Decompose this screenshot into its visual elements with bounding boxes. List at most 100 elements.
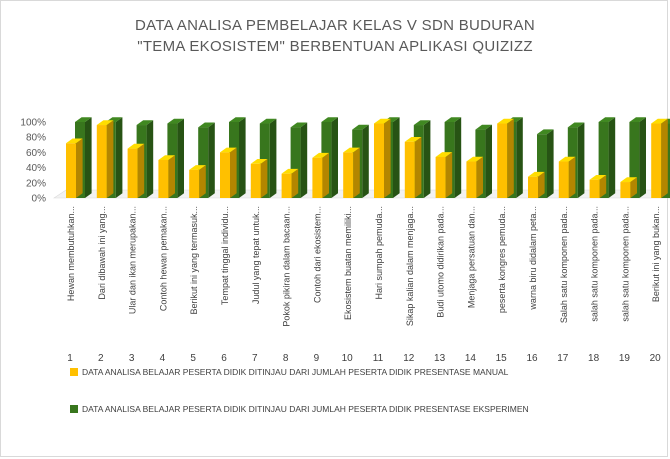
bar-eksperimen-top: [537, 129, 554, 135]
bar-manual: [558, 161, 569, 198]
bar-manual: [651, 123, 662, 198]
legend-swatch-manual: [70, 368, 78, 376]
bar-eksperimen: [290, 127, 301, 198]
x-category-label: Contoh dari ekosistem...: [312, 206, 322, 303]
y-tick-label: 40%: [26, 163, 46, 174]
bar-eksperimen-top: [167, 118, 184, 124]
bar-manual: [96, 125, 107, 198]
x-category-label: Budi utomo didirikan pada...: [436, 206, 446, 318]
bar-manual-side: [137, 143, 145, 198]
legend-label-eksperimen: DATA ANALISA BELAJAR PESERTA DIDIK DITIN…: [82, 404, 529, 414]
bar-manual: [312, 157, 323, 198]
bar-manual: [66, 143, 76, 198]
x-category-label: salah satu komponen pada...: [590, 206, 600, 322]
bar-manual-side: [538, 171, 545, 198]
bar-eksperimen-side: [608, 117, 616, 198]
y-tick-label: 20%: [26, 178, 46, 189]
bar-manual: [343, 152, 354, 198]
bar-manual-top: [558, 156, 576, 162]
bar-eksperimen-side: [269, 118, 277, 198]
bar-eksperimen: [198, 127, 209, 198]
x-number-label: 19: [619, 353, 631, 364]
bar-eksperimen-side: [362, 124, 369, 198]
bar-eksperimen-side: [547, 129, 554, 198]
x-category-label: Dari dibawah ini yang...: [97, 206, 107, 300]
bar-manual: [466, 161, 477, 198]
x-number-label: 8: [283, 353, 289, 364]
bar-manual: [497, 123, 508, 198]
bar-manual: [250, 163, 261, 198]
x-number-label: 2: [98, 353, 104, 364]
x-number-label: 1: [67, 353, 73, 364]
x-number-label: 12: [403, 353, 415, 364]
bar-manual-side: [322, 152, 329, 198]
x-number-label: 18: [588, 353, 600, 364]
x-number-label: 9: [314, 353, 320, 364]
y-tick-label: 80%: [26, 133, 46, 144]
bar-manual-side: [260, 159, 268, 198]
bar-eksperimen-side: [393, 117, 400, 198]
bar-manual-side: [476, 156, 483, 198]
bar-manual-side: [568, 156, 576, 198]
x-category-label: Contoh hewan pemakan...: [158, 206, 168, 311]
bar-eksperimen-side: [208, 122, 215, 198]
bar-eksperimen-top: [321, 117, 338, 122]
x-category-label: Ular dan ikan merupakan...: [128, 206, 138, 314]
x-category-label: Tempat tinggal individu...: [220, 206, 230, 305]
x-number-label: 13: [434, 353, 446, 364]
x-number-label: 15: [496, 353, 508, 364]
bar-eksperimen-side: [331, 117, 338, 198]
bar-eksperimen-top: [444, 117, 462, 122]
y-tick-label: 60%: [26, 148, 46, 159]
bar-eksperimen-top: [229, 117, 246, 122]
bar-eksperimen-side: [177, 118, 184, 198]
bar-manual-top: [343, 147, 360, 153]
bar-eksperimen-top: [259, 118, 277, 124]
chart-title-line1: DATA ANALISA PEMBELAJAR KELAS V SDN BUDU…: [135, 17, 535, 34]
bar-manual-side: [384, 118, 391, 198]
bar-manual-top: [589, 174, 607, 180]
bar-manual-top: [127, 143, 145, 149]
bar-manual-side: [230, 147, 237, 198]
x-number-label: 5: [190, 353, 196, 364]
x-number-label: 20: [650, 353, 662, 364]
bar-eksperimen-side: [115, 117, 123, 198]
x-number-label: 6: [221, 353, 227, 364]
legend-swatch-eksperimen: [70, 405, 78, 413]
x-category-label: Salah satu komponen pada...: [559, 206, 569, 323]
bar-eksperimen-side: [85, 117, 92, 198]
bar-manual-top: [651, 118, 668, 124]
bar-eksperimen-side: [485, 124, 492, 198]
bar-manual: [435, 156, 446, 198]
x-number-label: 11: [373, 353, 384, 364]
bar-manual-top: [250, 159, 268, 164]
bar-manual-side: [199, 165, 206, 198]
bar-eksperimen-top: [75, 117, 92, 122]
bar-manual-top: [497, 118, 514, 124]
bar-manual: [404, 141, 415, 198]
bar-eksperimen-side: [300, 122, 308, 198]
bar-eksperimen-side: [454, 117, 462, 198]
bar-manual-side: [599, 174, 607, 198]
y-tick-label: 0%: [32, 194, 47, 205]
x-category-label: Berikut ini yang termasuk...: [189, 206, 199, 315]
bar-manual-side: [414, 136, 422, 198]
x-category-label: Hari sumpah pemuda...: [374, 206, 384, 300]
bar-eksperimen-side: [639, 117, 646, 198]
bar-manual-top: [404, 136, 422, 142]
bar-manual: [281, 173, 292, 198]
bar-manual-side: [630, 177, 637, 198]
bar-manual-top: [620, 177, 637, 183]
bar-eksperimen-top: [629, 117, 646, 122]
bar-manual-top: [96, 120, 114, 126]
bar-manual-side: [507, 118, 514, 198]
x-category-label: Ekosistem buatan memiliki...: [343, 206, 353, 320]
bar-manual-top: [374, 118, 391, 124]
bar-manual-side: [661, 118, 668, 198]
x-category-label: Sikap kalian dalam menjaga...: [405, 206, 415, 326]
x-number-label: 10: [342, 353, 354, 364]
bar-manual-top: [220, 147, 237, 153]
bar-eksperimen-top: [198, 122, 215, 128]
bar-manual-top: [312, 152, 329, 158]
